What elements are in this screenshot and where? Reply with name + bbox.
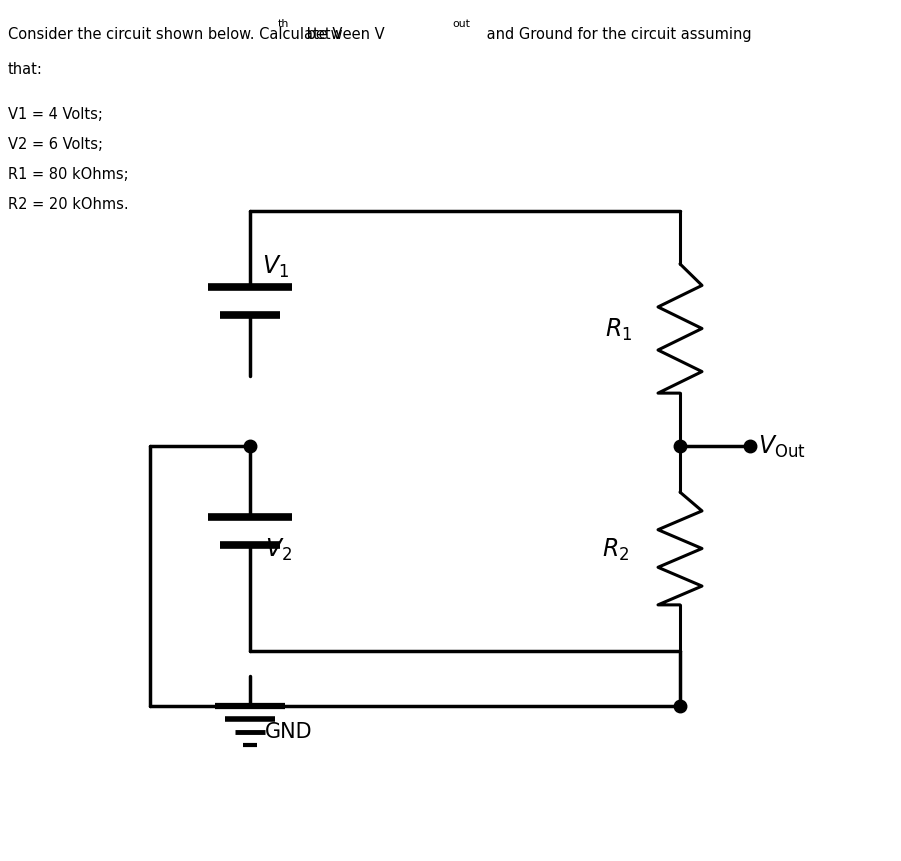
Text: $V_2$: $V_2$ (265, 536, 292, 562)
Text: V1 = 4 Volts;: V1 = 4 Volts; (8, 107, 103, 122)
Text: th: th (278, 19, 289, 29)
Text: $V_{\mathrm{Out}}$: $V_{\mathrm{Out}}$ (758, 433, 805, 460)
Text: Consider the circuit shown below. Calculate V: Consider the circuit shown below. Calcul… (8, 27, 342, 42)
Text: $R_2$: $R_2$ (602, 536, 629, 562)
Text: and Ground for the circuit assuming: and Ground for the circuit assuming (482, 27, 751, 42)
Text: that:: that: (8, 62, 43, 77)
Text: GND: GND (265, 722, 313, 741)
Text: R1 = 80 kOhms;: R1 = 80 kOhms; (8, 167, 129, 182)
Text: out: out (452, 19, 470, 29)
Text: between V: between V (302, 27, 385, 42)
Text: $R_1$: $R_1$ (605, 316, 633, 342)
Text: $V_1$: $V_1$ (262, 254, 289, 280)
Text: V2 = 6 Volts;: V2 = 6 Volts; (8, 137, 103, 152)
Text: R2 = 20 kOhms.: R2 = 20 kOhms. (8, 197, 129, 212)
